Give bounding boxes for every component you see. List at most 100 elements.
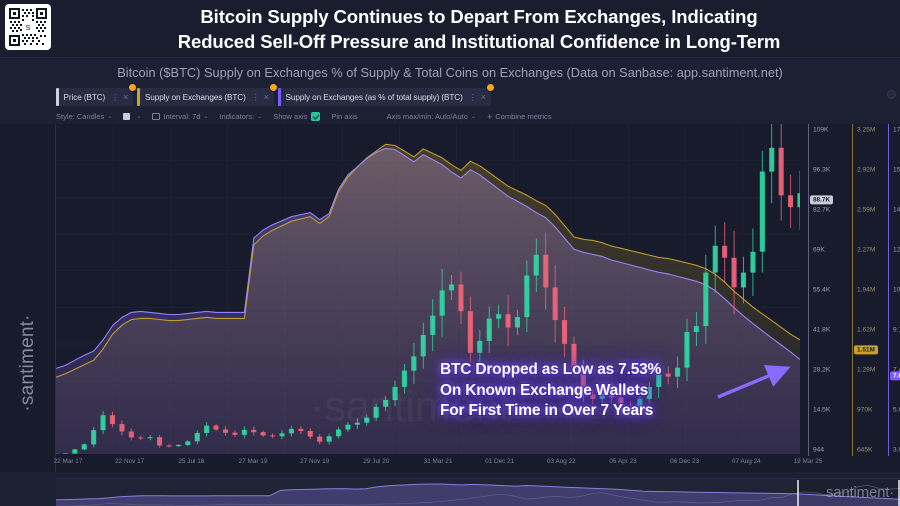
axis-tick-label: 96.3K — [813, 166, 831, 174]
header-bar: S Bitcoin Supply Continues to Depart Fro… — [0, 0, 900, 58]
close-icon[interactable]: × — [263, 92, 270, 102]
axis-tick-label: 3.25M — [857, 126, 876, 134]
axis-tick-label: 82.7K — [813, 206, 831, 214]
color-swatch-icon — [123, 113, 131, 120]
qr-code-graphic: S — [8, 7, 48, 47]
x-axis-tick-label: 03 Aug 22 — [546, 458, 576, 465]
chevron-down-icon: ⌄ — [203, 114, 209, 120]
chart-settings-icon[interactable] — [887, 90, 896, 99]
axis-tick-label: 41.8K — [813, 326, 831, 334]
chart-canvas[interactable]: ·santiment· ·santiment· — [0, 124, 900, 472]
chart-minimap[interactable]: santiment· — [56, 478, 900, 506]
combine-metrics-button[interactable]: + Combine metrics — [487, 112, 552, 122]
title-line-2: Reduced Sell-Off Pressure and Institutio… — [177, 31, 781, 52]
metric-chip-supply-pct[interactable]: Supply on Exchanges (as % of total suppl… — [278, 83, 496, 106]
metric-chip-label: Supply on Exchanges (as % of total suppl… — [285, 92, 463, 102]
qr-code-icon[interactable]: S — [5, 4, 51, 50]
interval-label: Interval: 7d — [163, 112, 201, 121]
chevron-down-icon: ⌄ — [136, 114, 142, 120]
metric-chip-price[interactable]: Price (BTC) ⋮ × — [56, 83, 138, 106]
axis-tick-label: 14.269 — [893, 206, 900, 214]
axis-tick-label: 2.92M — [857, 166, 876, 174]
chart-plot-area[interactable] — [56, 124, 800, 454]
chart-toolbar: Style: Candles ⌄ ⌄ Interval: 7d ⌄ Indica… — [56, 109, 900, 124]
axis-tick-label: 1.94M — [857, 286, 876, 294]
show-axis-label: Show axis — [273, 112, 308, 121]
combine-metrics-label: Combine metrics — [495, 112, 552, 121]
metric-chip-supply[interactable]: Supply on Exchanges (BTC) ⋮ × — [137, 83, 279, 106]
interval-selector[interactable]: Interval: 7d ⌄ — [152, 112, 209, 121]
axis-minmax-label: Axis max/min: Auto/Auto — [386, 112, 468, 121]
axis-tick-label: 1.62M — [857, 326, 876, 334]
metric-menu-icon[interactable]: ⋮ — [251, 92, 260, 102]
show-axis-toggle[interactable]: Show axis — [273, 112, 321, 121]
indicators-selector[interactable]: Indicators: ⌄ — [220, 112, 263, 121]
axis-line — [808, 124, 809, 456]
metric-menu-icon[interactable]: ⋮ — [468, 92, 477, 102]
indicators-label: Indicators: — [219, 112, 255, 121]
metric-menu-icon[interactable]: ⋮ — [111, 92, 120, 102]
santiment-side-watermark: ·santiment· — [17, 314, 38, 412]
style-label: Style: Candles — [56, 112, 105, 121]
svg-text:S: S — [26, 25, 31, 32]
axis-tick-label: 944 — [813, 446, 825, 454]
x-axis-tick-label: 27 Mar 19 — [238, 458, 268, 465]
x-axis-tick-label: 22 Nov 17 — [115, 458, 145, 465]
plus-icon: + — [486, 111, 493, 122]
x-axis-tick-label: 19 Mar 25 — [793, 458, 823, 465]
axis-current-value-badge: 7.64 — [890, 371, 900, 381]
chart-left-divider — [55, 124, 56, 472]
axis-tick-label: 14.5K — [813, 406, 831, 414]
axis-tick-label: 2.59M — [857, 206, 876, 214]
axis-tick-label: 28.2K — [813, 366, 831, 374]
axis-tick-label: 7.412 — [893, 366, 900, 374]
axis-tick-label: 645K — [857, 446, 873, 454]
x-axis-tick-label: 22 Mar 17 — [53, 458, 83, 465]
axis-line — [888, 124, 889, 456]
page-subtitle: Bitcoin ($BTC) Supply on Exchanges % of … — [0, 58, 900, 86]
x-axis-tick-label: 07 Aug 24 — [731, 458, 761, 465]
pin-axis-toggle[interactable]: Pin axis — [331, 112, 357, 121]
minimap-svg — [56, 479, 900, 506]
x-axis-tick-label: 06 Dec 23 — [670, 458, 700, 465]
page-title: Bitcoin Supply Continues to Depart From … — [60, 2, 898, 56]
santiment-bottom-logo: santiment· — [825, 484, 894, 501]
axis-tick-label: 10.84 — [893, 286, 900, 294]
chart-svg — [56, 124, 800, 454]
checkmark-icon[interactable] — [311, 112, 321, 121]
x-axis-tick-label: 25 Jul 18 — [178, 458, 205, 465]
chevron-down-icon: ⌄ — [257, 114, 263, 120]
metric-badge-icon — [486, 83, 496, 92]
axis-current-value-badge: 1.51M — [854, 345, 878, 355]
axis-tick-label: 3.984 — [893, 446, 900, 454]
axis-current-value-badge: 88.7K — [810, 195, 834, 205]
axis-tick-label: 5.698 — [893, 406, 900, 414]
style-selector[interactable]: Style: Candles ⌄ — [56, 112, 112, 121]
title-line-1: Bitcoin Supply Continues to Depart From … — [200, 6, 758, 27]
axis-tick-label: 15.983 — [893, 166, 900, 174]
bottom-left-filler — [0, 472, 56, 506]
axis-tick-label: 2.27M — [857, 246, 876, 254]
calendar-icon — [152, 113, 161, 120]
axis-tick-label: 1.29M — [857, 366, 876, 374]
axis-tick-label: 9.126 — [893, 326, 900, 334]
x-axis-tick-label: 27 Nov 19 — [300, 458, 330, 465]
chevron-down-icon: ⌄ — [107, 114, 113, 120]
axis-line — [852, 124, 853, 456]
metric-chip-label: Price (BTC) — [63, 92, 106, 102]
x-axis-tick-label: 29 Jul 20 — [363, 458, 390, 465]
axis-tick-label: 69K — [813, 246, 825, 254]
metric-color-bar — [137, 88, 140, 106]
axis-tick-label: 55.4K — [813, 286, 831, 294]
metric-chip-label: Supply on Exchanges (BTC) — [144, 92, 246, 102]
axis-minmax-selector[interactable]: Axis max/min: Auto/Auto ⌄ — [387, 112, 476, 121]
metric-color-bar — [56, 88, 59, 106]
x-axis-tick-label: 31 Mar 21 — [423, 458, 453, 465]
color-selector[interactable]: ⌄ — [123, 113, 141, 120]
metric-chips-row: Price (BTC) ⋮ × Supply on Exchanges (BTC… — [56, 83, 900, 108]
close-icon[interactable]: × — [123, 92, 129, 102]
close-icon[interactable]: × — [480, 92, 487, 102]
x-axis-tick-label: 05 Apr 23 — [609, 458, 637, 465]
x-axis: 22 Mar 17 22 Nov 17 25 Jul 18 27 Mar 19 27 N… — [53, 458, 823, 472]
metric-badge-icon — [128, 83, 138, 92]
